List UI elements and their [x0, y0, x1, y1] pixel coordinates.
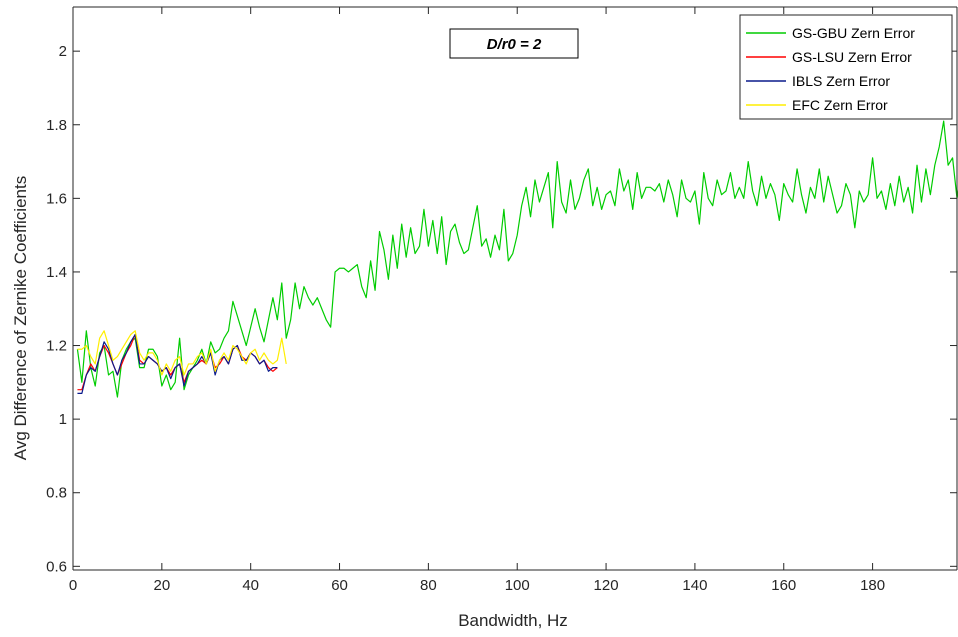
y-tick-label: 2: [59, 43, 67, 60]
y-tick-label: 0.8: [46, 485, 67, 502]
legend-entry: GS-LSU Zern Error: [746, 49, 912, 65]
x-tick-label: 40: [242, 577, 259, 594]
y-tick-label: 1.2: [46, 338, 67, 355]
legend-label: GS-GBU Zern Error: [792, 25, 915, 41]
x-tick-label: 140: [682, 577, 707, 594]
x-tick-label: 100: [505, 577, 530, 594]
y-tick-label: 0.6: [46, 558, 67, 575]
y-axis-label: Avg Difference of Zernike Coefficients: [11, 176, 30, 460]
x-tick-label: 60: [331, 577, 348, 594]
annotation-text: D/r0 = 2: [487, 36, 542, 53]
y-tick-label: 1.8: [46, 117, 67, 134]
series-line-gs-gbu-zern-error: [76, 120, 958, 398]
x-tick-label: 0: [69, 577, 77, 594]
annotation-box: D/r0 = 2: [449, 28, 579, 59]
x-tick-label: 120: [594, 577, 619, 594]
x-tick-label: 160: [771, 577, 796, 594]
legend-label: EFC Zern Error: [792, 97, 888, 113]
legend-entry: GS-GBU Zern Error: [746, 25, 915, 41]
y-tick-label: 1.4: [46, 264, 67, 281]
y-tick-label: 1: [59, 411, 67, 428]
x-axis-label: Bandwidth, Hz: [458, 611, 568, 630]
y-axis-ticks: 0.6 0.8 1 1.2 1.4 1.6 1.8 2: [46, 43, 957, 575]
x-tick-label: 20: [154, 577, 171, 594]
legend: GS-GBU Zern Error GS-LSU Zern Error IBLS Z…: [739, 14, 953, 120]
axes: [72, 6, 958, 571]
legend-entry: IBLS Zern Error: [746, 73, 890, 89]
x-tick-label: 180: [860, 577, 885, 594]
plot-area: [76, 120, 958, 398]
x-tick-label: 80: [420, 577, 437, 594]
y-tick-label: 1.6: [46, 190, 67, 207]
legend-entry: EFC Zern Error: [746, 97, 888, 113]
legend-label: IBLS Zern Error: [792, 73, 890, 89]
x-axis-ticks: 0 20 40 60 80 100 120 140 160 180: [69, 7, 885, 594]
series-line-efc-zern-error: [77, 330, 287, 376]
legend-label: GS-LSU Zern Error: [792, 49, 912, 65]
